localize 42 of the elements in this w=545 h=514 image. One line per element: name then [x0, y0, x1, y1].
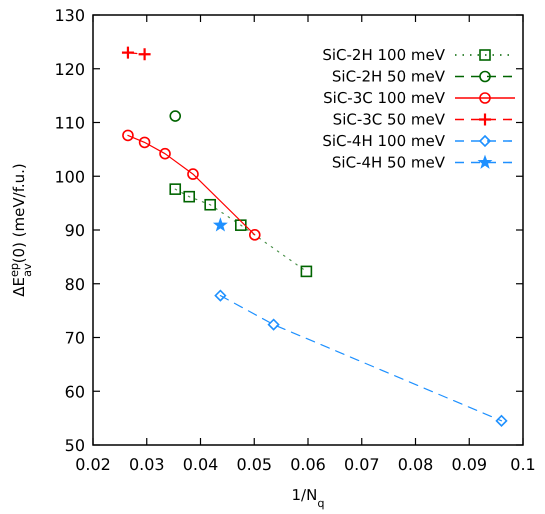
x-tick-label: 0.05 [236, 455, 272, 474]
y-tick-label: 70 [64, 328, 85, 348]
point [204, 198, 216, 211]
y-tick-label: 100 [54, 167, 85, 186]
y-tick-label: 60 [64, 382, 85, 402]
point [120, 46, 136, 60]
x-tick-label: 0.02 [75, 455, 111, 474]
x-tick-label: 0.09 [451, 455, 488, 474]
legend-label: SiC-4H 50 meV [332, 154, 446, 172]
point [138, 47, 152, 62]
legend-label: SiC-3C 100 meV [323, 89, 446, 107]
y-tick-label: 110 [54, 114, 85, 132]
x-tick-label: 0.04 [182, 455, 218, 474]
point [187, 168, 199, 180]
legend-label: SiC-4H 100 meV [322, 132, 446, 150]
x-tick-label: 0.08 [398, 455, 434, 474]
y-tick-label: 80 [64, 274, 85, 294]
point [169, 110, 182, 122]
legend-label: SiC-2H 50 meV [332, 68, 446, 86]
legend-label: SiC-2H 100 meV [322, 46, 446, 64]
point [235, 219, 247, 231]
point [214, 218, 226, 230]
point [214, 290, 226, 302]
y-tick-label: 130 [54, 6, 85, 25]
x-tick-label: 0.03 [128, 455, 165, 474]
point [138, 136, 150, 148]
point [300, 266, 312, 278]
y-tick-label: 120 [54, 60, 85, 79]
point [122, 130, 134, 142]
point [248, 229, 261, 241]
point [183, 190, 196, 202]
y-tick-label: 90 [64, 221, 85, 240]
x-tick-label: 0.07 [344, 455, 380, 474]
point [496, 415, 508, 427]
x-tick-label: 0.06 [290, 455, 326, 474]
x-axis-title: 1/N$_{q}$ [292, 486, 324, 510]
point [159, 148, 171, 160]
point [268, 318, 280, 330]
y-tick-label: 50 [64, 436, 85, 455]
legend-label: SiC-3C 50 meV [332, 110, 446, 128]
point [169, 183, 182, 195]
x-tick-label: 0.1 [510, 455, 536, 474]
